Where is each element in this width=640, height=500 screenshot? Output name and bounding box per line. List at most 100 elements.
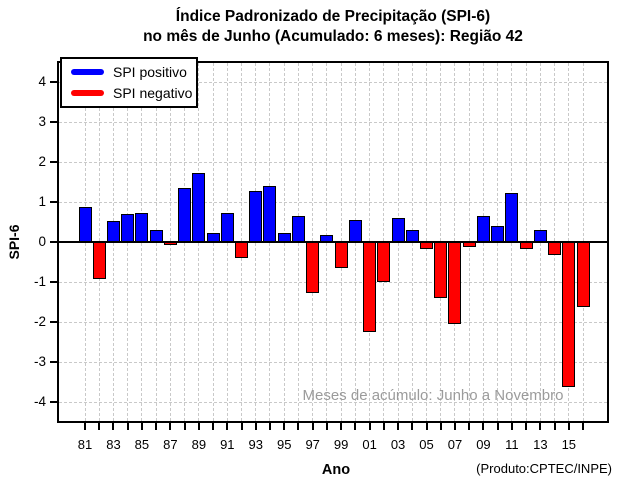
x-tick-1997 [311, 423, 314, 430]
y-tick-1 [50, 201, 57, 203]
x-tick-label-2011: 11 [505, 437, 519, 452]
x-tick-label-2007: 07 [447, 437, 463, 452]
chart-title: Índice Padronizado de Precipitação (SPI-… [33, 7, 633, 47]
y-tick--1 [50, 281, 57, 283]
x-tick-1987 [169, 423, 172, 430]
y-tick-label--2: -2 [33, 314, 46, 329]
x-tick-label-1995: 95 [276, 437, 292, 452]
bar-1988 [178, 188, 192, 243]
bar-1996 [291, 216, 305, 243]
x-tick-2002 [382, 423, 385, 430]
x-tick-label-1991: 91 [220, 437, 235, 452]
x-tick-1988 [183, 423, 186, 430]
bar-1994 [263, 186, 277, 243]
x-tick-1981 [84, 423, 86, 430]
x-tick-2014 [553, 423, 556, 430]
h-gridline--4 [59, 401, 607, 403]
legend-label-negative: SPI negativo [113, 85, 193, 101]
bar-2007 [448, 242, 462, 324]
x-tick-1984 [126, 423, 129, 430]
x-tick-1989 [197, 423, 200, 430]
x-tick-2015 [567, 423, 570, 430]
x-tick-1986 [155, 423, 158, 430]
bar-1997 [306, 242, 320, 293]
x-tick-label-1987: 87 [163, 437, 178, 452]
x-tick-1991 [226, 423, 229, 430]
y-tick-0 [50, 241, 57, 243]
h-gridline--2 [59, 321, 607, 323]
legend-item-positive: SPI positivo [71, 64, 196, 80]
bar-2014 [548, 242, 562, 256]
bar-2001 [363, 242, 377, 332]
y-tick-2 [50, 161, 57, 163]
x-tick-1995 [283, 423, 286, 430]
y-tick--4 [50, 401, 57, 403]
bar-1991 [220, 212, 234, 243]
bar-1984 [121, 214, 135, 243]
legend-item-negative: SPI negativo [71, 85, 196, 101]
x-tick-2001 [368, 423, 371, 430]
plot-area: Meses de acúmulo: Junho a Novembro [57, 61, 609, 423]
h-gridline-1 [59, 201, 607, 203]
x-tick-2016 [582, 423, 585, 430]
h-gridline--3 [59, 361, 607, 363]
x-tick-1993 [254, 423, 257, 430]
negative-series-swatch [71, 90, 104, 96]
x-tick-1982 [98, 423, 101, 430]
bar-1985 [135, 212, 149, 243]
y-tick--2 [50, 321, 57, 323]
x-tick-1994 [268, 423, 271, 430]
legend-label-positive: SPI positivo [113, 64, 187, 80]
h-gridline--1 [59, 281, 607, 283]
x-tick-2010 [496, 423, 499, 430]
legend-box: SPI positivo SPI negativo [60, 57, 198, 108]
x-tick-label-2009: 09 [476, 437, 491, 452]
y-tick-label-0: 0 [38, 234, 46, 249]
y-tick-label--3: -3 [33, 354, 46, 369]
x-tick-2009 [482, 423, 485, 430]
x-tick-label-1997: 97 [305, 437, 320, 452]
bar-2006 [434, 242, 448, 299]
x-tick-2004 [411, 423, 414, 430]
bar-2016 [576, 242, 590, 307]
x-tick-2012 [525, 423, 528, 430]
x-tick-label-1999: 99 [333, 437, 349, 452]
x-tick-label-2001: 01 [362, 437, 377, 452]
y-tick-label-4: 4 [38, 74, 46, 89]
x-tick-2005 [425, 423, 428, 430]
bar-2015 [562, 242, 576, 387]
x-tick-label-1983: 83 [106, 437, 121, 452]
h-gridline-2 [59, 161, 607, 163]
x-tick-label-1993: 93 [248, 437, 263, 452]
bar-2000 [348, 219, 362, 243]
y-tick-label--1: -1 [33, 274, 46, 289]
x-tick-2008 [468, 423, 471, 430]
bar-2012 [519, 242, 533, 250]
y-tick-label-3: 3 [38, 114, 46, 129]
bar-2005 [420, 242, 434, 250]
x-tick-2006 [439, 423, 442, 430]
x-tick-2003 [397, 423, 400, 430]
bar-2002 [377, 242, 391, 283]
x-tick-1983 [112, 423, 115, 430]
accumulation-annotation: Meses de acúmulo: Junho a Novembro [302, 387, 564, 404]
x-tick-1990 [212, 423, 215, 430]
y-tick-label--4: -4 [33, 394, 46, 409]
x-tick-1985 [140, 423, 143, 430]
h-gridline-4 [59, 81, 607, 83]
x-tick-2007 [453, 423, 456, 430]
bar-2011 [505, 193, 519, 243]
x-axis-title: Ano [321, 462, 351, 478]
y-tick-label-2: 2 [38, 154, 46, 169]
chart-title-line2: no mês de Junho (Acumulado: 6 meses): Re… [143, 28, 523, 45]
x-tick-label-2015: 15 [561, 437, 577, 452]
x-tick-label-1985: 85 [134, 437, 150, 452]
h-gridline-3 [59, 121, 607, 123]
x-tick-label-1989: 89 [191, 437, 207, 452]
y-tick-3 [50, 121, 57, 123]
x-tick-2000 [354, 423, 357, 430]
x-tick-2013 [539, 423, 542, 430]
bar-1983 [106, 221, 120, 243]
y-tick-4 [50, 81, 57, 83]
